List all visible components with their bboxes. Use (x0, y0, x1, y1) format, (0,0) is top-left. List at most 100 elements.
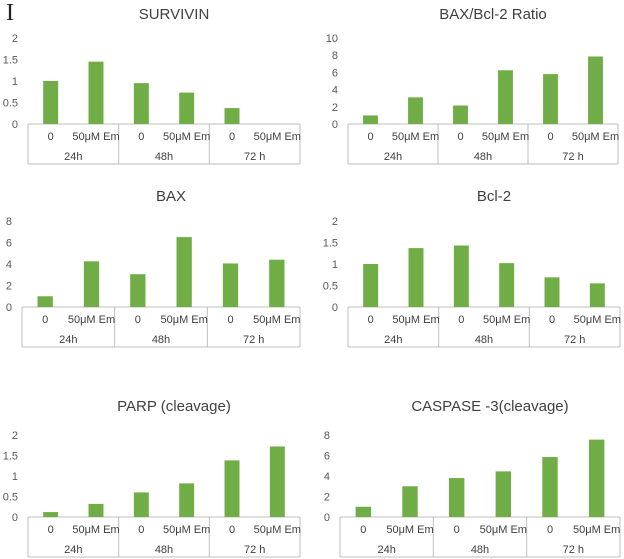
category-label: 50μM Em (163, 524, 210, 536)
bar (402, 486, 418, 517)
category-label: 0 (48, 131, 54, 143)
category-label: 0 (457, 131, 463, 143)
bar (133, 492, 149, 517)
category-label: 50μM Em (253, 314, 300, 326)
y-tick-label: 1.5 (323, 238, 338, 250)
category-label: 0 (454, 524, 460, 536)
chart-title: CASPASE -3(cleavage) (411, 398, 568, 415)
bar (179, 92, 195, 124)
bar (363, 115, 378, 124)
category-label: 0 (360, 524, 366, 536)
category-label: 0 (547, 524, 553, 536)
y-tick-label: 0 (12, 512, 18, 524)
bar (408, 97, 423, 124)
y-tick-label: 0.5 (323, 281, 338, 293)
y-tick-label: 0.5 (3, 98, 18, 110)
group-label: 48h (471, 544, 489, 556)
category-label: 50μM Em (254, 131, 301, 143)
bar (130, 274, 146, 307)
category-label: 50μM Em (161, 314, 208, 326)
category-label: 50μM Em (72, 524, 119, 536)
bar (179, 483, 195, 517)
category-label: 0 (229, 524, 235, 536)
bar (43, 512, 59, 517)
group-label: 72 h (562, 151, 583, 163)
category-label: 50μM Em (72, 131, 119, 143)
chart-title: PARP (cleavage) (117, 398, 231, 415)
bar (589, 283, 605, 307)
y-tick-label: 4 (6, 259, 12, 271)
bar (408, 248, 424, 307)
bar (453, 245, 469, 307)
chart-4: PARP (cleavage) 0 0.5 1 1.5 2 0 50μM Em 0 50μM Em… (3, 398, 301, 558)
bar (224, 460, 240, 517)
category-label: 50μM Em (483, 314, 530, 326)
chart-title: BAX (156, 188, 186, 205)
category-label: 50μM Em (480, 524, 527, 536)
y-tick-label: 2 (12, 430, 18, 442)
category-label: 0 (458, 314, 464, 326)
y-tick-label: 6 (6, 238, 12, 250)
y-tick-label: 2 (12, 33, 18, 45)
bar (88, 503, 104, 517)
y-tick-label: 10 (326, 33, 338, 45)
y-tick-label: 0 (12, 119, 18, 131)
chart-3: Bcl-2 0 0.5 1 1.5 2 0 50μM Em 0 50μM Em 0 50μM Em 24… (323, 188, 621, 348)
y-tick-label: 0 (332, 302, 338, 314)
y-tick-label: 0.5 (3, 492, 18, 504)
bar (543, 74, 558, 124)
bar (355, 506, 372, 517)
group-label: 48h (152, 334, 170, 346)
chart-2: BAX 0 2 4 6 8 0 50μM Em 0 50μM Em 0 50μM Em 24h 48h 72… (6, 188, 301, 348)
group-label: 24h (59, 334, 77, 346)
category-label: 50μM Em (392, 314, 439, 326)
y-tick-label: 0 (6, 302, 12, 314)
chart-1: BAX/Bcl-2 Ratio 0 2 4 6 8 10 0 50μM Em 0 50μM Em 0 5… (326, 6, 619, 165)
category-label: 0 (547, 131, 553, 143)
chart-title: BAX/Bcl-2 Ratio (439, 6, 547, 23)
category-label: 0 (138, 524, 144, 536)
group-label: 24h (384, 334, 402, 346)
y-tick-label: 8 (332, 50, 338, 62)
y-tick-label: 1 (332, 259, 338, 271)
category-label: 0 (48, 524, 54, 536)
category-label: 0 (135, 314, 141, 326)
group-label: 24h (384, 151, 402, 163)
group-label: 48h (475, 334, 493, 346)
bar (499, 263, 515, 307)
y-tick-label: 4 (332, 85, 338, 97)
bar (453, 105, 468, 124)
category-label: 0 (549, 314, 555, 326)
group-label: 48h (155, 151, 173, 163)
category-label: 50μM Em (573, 524, 620, 536)
y-tick-label: 0 (324, 512, 330, 524)
y-tick-label: 1.5 (3, 55, 18, 67)
y-tick-label: 8 (6, 216, 12, 228)
y-tick-label: 2 (332, 102, 338, 114)
category-label: 0 (367, 131, 373, 143)
panel-label: I (6, 0, 14, 26)
bar (588, 439, 605, 517)
bar (37, 296, 53, 307)
group-label: 24h (64, 151, 82, 163)
bar (222, 263, 239, 307)
y-tick-label: 2 (332, 216, 338, 228)
category-label: 50μM Em (386, 524, 433, 536)
group-label: 72 h (244, 544, 265, 556)
bar (224, 108, 240, 124)
bar (363, 264, 379, 307)
bar (176, 237, 192, 307)
category-label: 50μM Em (574, 314, 621, 326)
group-label: 72 h (564, 334, 585, 346)
category-label: 0 (42, 314, 48, 326)
category-label: 0 (227, 314, 233, 326)
y-tick-label: 1.5 (3, 451, 18, 463)
category-label: 0 (229, 131, 235, 143)
y-tick-label: 6 (324, 451, 330, 463)
chart-5: CASPASE -3(cleavage) 0 2 4 6 8 0 50μM Em 0 50μM E… (324, 398, 621, 558)
chart-0: SURVIVIN 0 0.5 1 1.5 2 0 50μM Em 0 50μM Em 0 50μM E… (3, 6, 301, 165)
category-label: 50μM Em (572, 131, 619, 143)
group-label: 72 h (243, 334, 264, 346)
category-label: 50μM Em (163, 131, 210, 143)
group-label: 72 h (244, 151, 265, 163)
